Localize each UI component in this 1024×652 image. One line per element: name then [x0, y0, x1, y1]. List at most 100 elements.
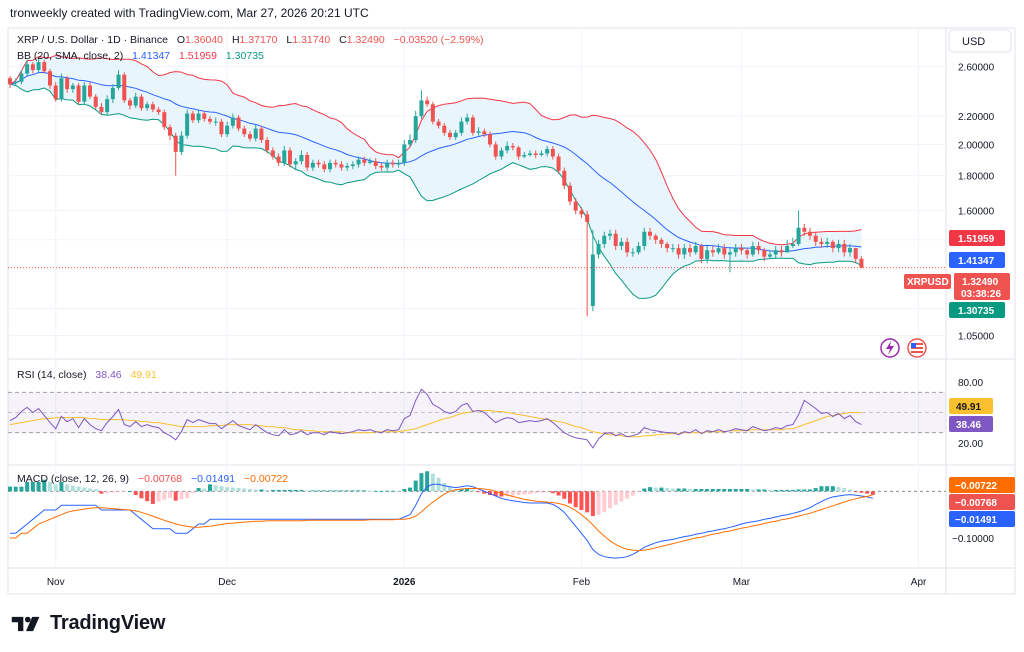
macd-histogram-bar — [842, 488, 847, 492]
candle-body — [8, 78, 12, 85]
candle-body — [265, 140, 270, 151]
candle-body — [768, 254, 772, 257]
candlesticks[interactable] — [8, 57, 864, 317]
macd-histogram-bar — [545, 491, 550, 493]
macd-histogram-bar — [728, 489, 732, 492]
candle-body — [545, 148, 550, 154]
macd-histogram-bar — [710, 489, 715, 492]
rsi-legend-value: 38.46 — [95, 369, 121, 381]
time-axis-ticks[interactable]: Nov Dec 2026 Feb Mar Apr — [47, 577, 927, 588]
price-legend-high: 1.37170 — [240, 34, 278, 46]
macd-histogram-bar — [419, 473, 424, 492]
price-legend[interactable]: XRP / U.S. Dollar · 1D · Binance O1.3604… — [17, 34, 484, 46]
countdown-timer: 03:38:26 — [961, 289, 1001, 300]
macd-histogram-bar — [590, 491, 595, 517]
macd-histogram-bar — [413, 480, 418, 492]
macd-histogram-bar — [682, 488, 687, 492]
macd-histogram-bar — [750, 489, 755, 492]
macd-histogram-bar — [253, 489, 258, 492]
candle-body — [145, 104, 150, 109]
macd-histogram-bar — [716, 489, 721, 492]
economic-event-flag-icon[interactable] — [907, 338, 927, 358]
macd-histogram-bar — [608, 491, 612, 509]
macd-legend[interactable]: MACD (close, 12, 26, 9) −0.00768 −0.0149… — [17, 473, 288, 485]
macd-histogram-bar — [768, 489, 772, 492]
candle-body — [82, 85, 87, 102]
bb-legend[interactable]: BB (20, SMA, close, 2) 1.41347 1.51959 1… — [17, 50, 264, 62]
macd-histogram-bar — [830, 486, 835, 492]
bb-basis-badge: 1.41347 — [949, 252, 1005, 268]
macd-histogram-bar — [676, 488, 681, 492]
currency-button-label: USD — [962, 36, 985, 48]
currency-button[interactable] — [948, 29, 1012, 53]
macd-histogram-bar — [642, 488, 647, 492]
macd-histogram-bar — [733, 489, 738, 492]
macd-histogram-bar — [310, 490, 315, 492]
macd-hist-badge: −0.00768 — [949, 494, 1015, 510]
macd-legend-hist: −0.00768 — [138, 473, 182, 485]
macd-histogram-bar — [579, 491, 584, 510]
candle-body — [13, 81, 18, 84]
macd-histogram-bar — [648, 487, 652, 492]
macd-histogram-bar — [539, 491, 544, 493]
macd-histogram-bar — [145, 491, 150, 502]
macd-histogram-bar — [373, 490, 378, 492]
macd-histogram-bar — [345, 490, 350, 492]
price-legend-l-label: L — [286, 34, 292, 46]
tradingview-logo[interactable]: TradingView — [10, 612, 165, 635]
last-price-badge: 1.32490 03:38:26 — [954, 273, 1010, 300]
candle-body — [133, 96, 138, 106]
candle-body — [430, 104, 435, 122]
macd-histogram-bar — [110, 491, 115, 493]
macd-histogram-bar — [819, 486, 824, 492]
candle-body — [516, 147, 521, 157]
candle-body — [665, 243, 670, 249]
candle-body — [505, 145, 510, 151]
bollinger-band-lines — [9, 54, 862, 299]
candle-body — [379, 165, 384, 168]
rsi-tick-label: 20.00 — [958, 439, 983, 450]
candle-body — [396, 162, 401, 165]
macd-axis-ticks[interactable]: −0.10000 — [952, 534, 994, 545]
candle-body — [728, 252, 732, 255]
lightning-event-icon[interactable] — [880, 338, 900, 358]
macd-histogram-bar — [13, 486, 18, 492]
macd-histogram-bar — [596, 491, 601, 515]
macd-histogram-bar — [133, 491, 138, 496]
macd-histogram-bar — [48, 482, 52, 492]
candle-body — [842, 243, 847, 253]
macd-histogram-bar — [430, 473, 435, 492]
candle-body — [350, 164, 355, 166]
bb-upper-line — [9, 54, 862, 246]
macd-histogram-bar — [305, 490, 310, 492]
macd-histogram-bar — [65, 484, 70, 492]
candle-body — [550, 148, 555, 157]
candle-body — [762, 250, 767, 257]
candle-body — [385, 162, 390, 168]
macd-histogram-bar — [836, 487, 841, 492]
rsi-legend[interactable]: RSI (14, close) 38.46 49.91 — [17, 369, 157, 381]
svg-text:−0.00722: −0.00722 — [955, 481, 997, 492]
candle-body — [128, 100, 132, 106]
candle-body — [533, 153, 538, 156]
candle-body — [819, 241, 824, 244]
macd-histogram-bar — [25, 482, 30, 492]
macd-histogram-bar — [705, 489, 710, 492]
bb-legend-upper: 1.51959 — [179, 50, 217, 62]
price-axis-ticks[interactable]: 2.600002.200002.000001.800001.600001.450… — [958, 63, 995, 343]
candle-body — [270, 150, 275, 157]
macd-histogram-bar — [88, 488, 92, 492]
candle-body — [813, 235, 818, 242]
candle-body — [739, 248, 744, 251]
macd-histogram-bar — [333, 490, 338, 492]
macd-histogram-bar — [59, 482, 64, 492]
macd-histogram-bar — [128, 491, 132, 493]
bb-legend-basis: 1.41347 — [132, 50, 170, 62]
macd-histogram-bar — [476, 491, 481, 493]
macd-histogram-bar — [619, 491, 624, 502]
candle-body — [556, 156, 561, 171]
rsi-line — [9, 388, 862, 449]
macd-histogram-bar — [385, 490, 390, 492]
candle-body — [168, 127, 172, 136]
